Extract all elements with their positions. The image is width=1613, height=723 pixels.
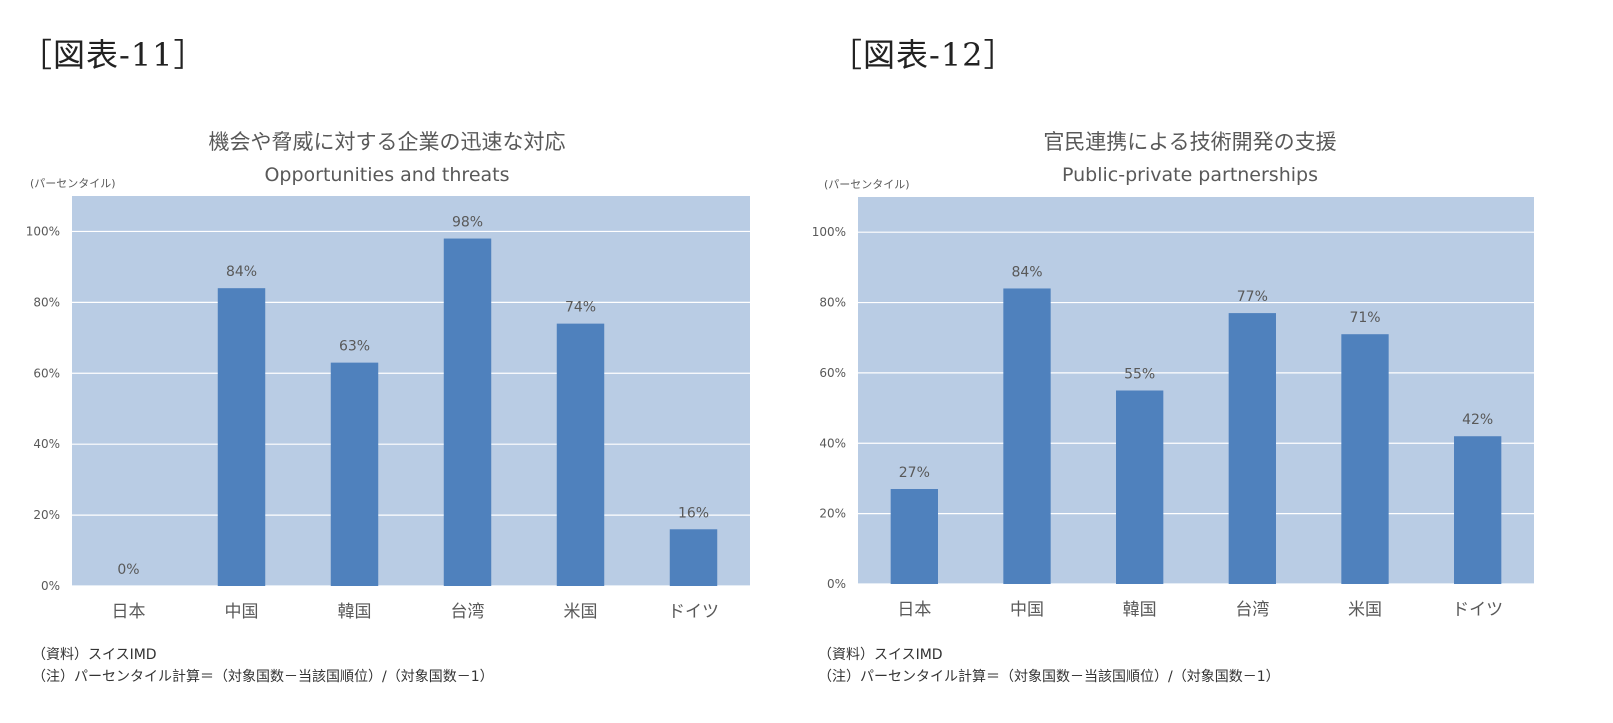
chart-subtitle: Public-private partnerships	[1062, 164, 1318, 186]
y-tick-label: 40%	[33, 437, 60, 451]
unit-label: (パーセンタイル)	[824, 178, 910, 191]
y-tick-label: 60%	[819, 366, 846, 380]
y-tick-label: 20%	[33, 508, 60, 522]
chart-panel-11: ［図表-11］ 機会や脅威に対する企業の迅速な対応 Opportunities …	[0, 0, 790, 723]
data-label: 84%	[1011, 264, 1042, 280]
y-tick-label: 80%	[33, 295, 60, 309]
x-tick-label: 日本	[897, 600, 931, 620]
x-tick-label: 米国	[1348, 600, 1382, 620]
bar	[890, 489, 938, 584]
data-label: 16%	[678, 505, 709, 521]
chart-title: 機会や脅威に対する企業の迅速な対応	[208, 130, 566, 154]
bar-chart-12: 0% 20% 40% 60% 80% 100% 27% 日本 84% 中国 55% 韓国 77% 台湾 71…	[812, 197, 1534, 620]
data-label: 98%	[452, 215, 483, 231]
x-tick-label: 台湾	[1235, 600, 1269, 620]
x-tick-label: ドイツ	[668, 602, 719, 622]
data-label: 71%	[1349, 310, 1380, 326]
bar-chart-11: 0% 20% 40% 60% 80% 100% 0% 日本 84% 中国 63% 韓国 98% 台湾 74%…	[26, 196, 750, 622]
x-tick-label: 中国	[225, 602, 259, 622]
x-tick-label: ドイツ	[1452, 600, 1503, 620]
y-tick-label: 100%	[812, 225, 846, 239]
bar	[1454, 436, 1502, 584]
plot-area	[72, 196, 750, 586]
bar	[1228, 313, 1276, 584]
data-label: 63%	[339, 339, 370, 355]
bar	[1003, 288, 1051, 584]
figure-label: ［図表-12］	[830, 36, 1017, 74]
data-label: 74%	[565, 300, 596, 316]
unit-label: (パーセンタイル)	[30, 177, 116, 190]
y-tick-label: 40%	[819, 436, 846, 450]
y-tick-label: 0%	[827, 577, 846, 591]
chart-notes: （資料）スイスIMD （注）パーセンタイル計算＝（対象国数－当該国順位）/（対象…	[32, 644, 494, 688]
chart-subtitle: Opportunities and threats	[264, 164, 510, 186]
data-label: 0%	[117, 562, 139, 578]
plot-area	[858, 197, 1534, 584]
bar	[1341, 334, 1389, 584]
data-label: 55%	[1124, 367, 1155, 383]
bar	[669, 529, 718, 586]
data-label: 77%	[1237, 289, 1268, 305]
source-note: （資料）スイスIMD	[818, 647, 943, 663]
bar	[217, 288, 266, 586]
x-tick-label: 韓国	[1123, 600, 1157, 620]
x-tick-label: 中国	[1010, 600, 1044, 620]
x-tick-label: 日本	[112, 602, 146, 622]
formula-note: （注）パーセンタイル計算＝（対象国数－当該国順位）/（対象国数－1）	[818, 669, 1280, 685]
x-tick-label: 韓国	[338, 602, 372, 622]
y-tick-label: 20%	[819, 507, 846, 521]
y-tick-label: 80%	[819, 296, 846, 310]
chart-panel-12: ［図表-12］ 官民連携による技術開発の支援 Public-private pa…	[810, 0, 1600, 723]
data-label: 84%	[226, 264, 257, 280]
x-tick-label: 米国	[564, 602, 598, 622]
data-label: 27%	[899, 465, 930, 481]
bar	[556, 323, 605, 586]
bar	[1116, 390, 1164, 584]
figure-label: ［図表-11］	[20, 36, 207, 74]
y-tick-label: 0%	[41, 579, 60, 593]
x-tick-label: 台湾	[451, 602, 485, 622]
bar	[443, 238, 492, 586]
chart-title: 官民連携による技術開発の支援	[1043, 130, 1337, 154]
bar	[330, 362, 379, 586]
y-tick-label: 60%	[33, 366, 60, 380]
data-label: 42%	[1462, 412, 1493, 428]
y-tick-label: 100%	[26, 224, 60, 238]
source-note: （資料）スイスIMD	[32, 647, 157, 663]
chart-notes: （資料）スイスIMD （注）パーセンタイル計算＝（対象国数－当該国順位）/（対象…	[818, 644, 1280, 688]
formula-note: （注）パーセンタイル計算＝（対象国数－当該国順位）/（対象国数－1）	[32, 669, 494, 685]
